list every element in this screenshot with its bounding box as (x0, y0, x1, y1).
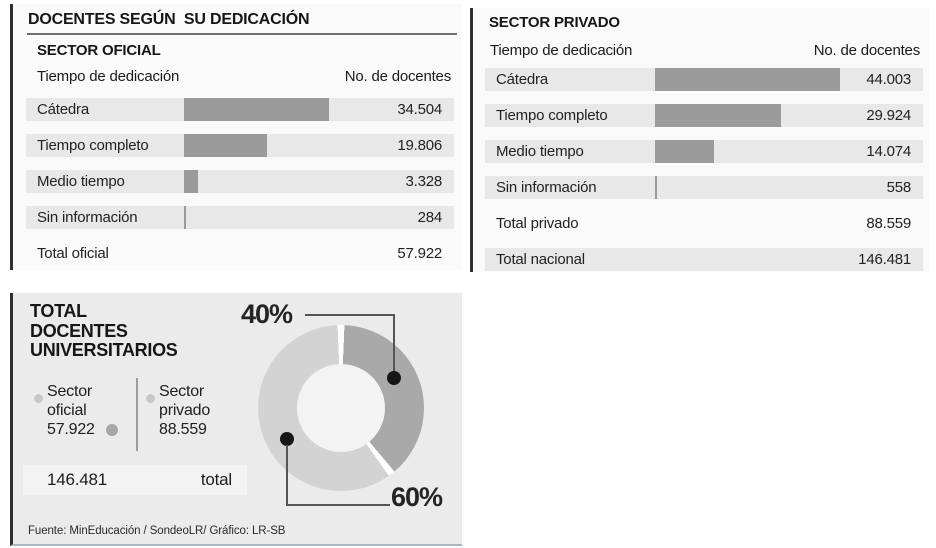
table-row: Sin información 558 (485, 176, 923, 199)
section-title-privado: SECTOR PRIVADO (489, 14, 620, 31)
bar-track (184, 134, 397, 157)
national-total-value: 146.481 (47, 470, 108, 489)
callout-line-60-vertical (286, 445, 288, 506)
columns-header: Tiempo de dedicación No. de docentes (37, 68, 451, 85)
bar (184, 170, 198, 193)
oficial-table: Cátedra 34.504 Tiempo completo 19.806 Medio … (26, 98, 454, 278)
bar-track (184, 98, 397, 121)
total-label: Total nacional (496, 251, 585, 268)
row-label: Cátedra (496, 71, 548, 88)
donut-hole (297, 364, 385, 452)
col-header-count: No. de docentes (813, 42, 920, 59)
legend-privado-line2: privado (159, 402, 211, 419)
table-row: Cátedra 34.504 (26, 98, 454, 121)
summary-title-line2: DOCENTES (30, 320, 128, 341)
table-row: Sin información 284 (26, 206, 454, 229)
summary-title-line3: UNIVERSITARIOS (30, 340, 178, 360)
row-value: 14.074 (866, 143, 911, 160)
bar-track (184, 170, 405, 193)
panel-total-docentes: TOTAL DOCENTES UNIVERSITARIOS Sector ofi… (10, 293, 462, 546)
callout-dot-40-icon (387, 371, 401, 385)
legend-oficial-line2: oficial (47, 402, 87, 419)
source-credit: Fuente: MinEducación / SondeoLR/ Gráfico… (28, 525, 286, 537)
privado-table: Cátedra 44.003 Tiempo completo 29.924 Medio … (485, 68, 923, 284)
total-row: Total privado 88.559 (485, 212, 923, 235)
columns-header: Tiempo de dedicación No. de docentes (490, 42, 920, 59)
callout-line-60-horizontal (286, 504, 390, 506)
total-value: 57.922 (397, 245, 442, 262)
table-row: Medio tiempo 14.074 (485, 140, 923, 163)
bar (655, 104, 781, 127)
panel-sector-oficial: DOCENTES SEGÚN SU DEDICACIÓN SECTOR OFIC… (10, 4, 462, 270)
row-label: Tiempo completo (37, 137, 149, 154)
row-label: Sin información (37, 209, 138, 226)
legend-item-oficial: Sector oficial 57.922 (47, 382, 95, 439)
total-label: Total oficial (37, 245, 109, 262)
bar (184, 206, 186, 229)
table-row: Tiempo completo 29.924 (485, 104, 923, 127)
bar-track (655, 176, 887, 199)
row-value: 3.328 (405, 173, 442, 190)
callout-line-40-horizontal (305, 314, 394, 316)
row-label: Sin información (496, 179, 597, 196)
total-value: 146.481 (858, 251, 911, 268)
table-row: Medio tiempo 3.328 (26, 170, 454, 193)
col-header-dedication: Tiempo de dedicación (490, 42, 633, 59)
legend-bullet-privado-icon (146, 394, 155, 403)
donut-label-60: 60% (391, 482, 443, 512)
col-header-dedication: Tiempo de dedicación (37, 68, 180, 85)
donut-chart (258, 325, 424, 491)
legend-divider (136, 378, 138, 451)
row-label: Medio tiempo (496, 143, 584, 160)
legend-item-privado: Sector privado 88.559 (159, 382, 210, 439)
title-rule (27, 33, 457, 35)
total-value: 88.559 (866, 215, 911, 232)
national-total-label: total (200, 470, 232, 489)
legend-privado-value: 88.559 (159, 421, 207, 438)
panel-sector-privado: SECTOR PRIVADO Tiempo de dedicación No. … (470, 8, 930, 272)
row-label: Tiempo completo (496, 107, 608, 124)
bar (184, 134, 267, 157)
row-value: 34.504 (397, 101, 442, 118)
table-row: Tiempo completo 19.806 (26, 134, 454, 157)
row-value: 44.003 (866, 71, 911, 88)
legend-oficial-line1: Sector (47, 383, 93, 400)
callout-line-40-vertical (393, 314, 395, 376)
bar (655, 176, 657, 199)
bar-track (184, 206, 418, 229)
page-title: DOCENTES SEGÚN SU DEDICACIÓN (28, 11, 310, 28)
table-row: Cátedra 44.003 (485, 68, 923, 91)
bar-track (655, 68, 866, 91)
row-value: 19.806 (397, 137, 442, 154)
row-label: Cátedra (37, 101, 89, 118)
bar (184, 98, 329, 121)
bar-track (655, 104, 866, 127)
callout-dot-60-icon (280, 432, 294, 446)
row-label: Medio tiempo (37, 173, 125, 190)
total-label: Total privado (496, 215, 579, 232)
summary-title-line1: TOTAL (30, 301, 87, 321)
legend-privado-line1: Sector (159, 383, 205, 400)
legend-dot-icon (106, 424, 118, 436)
bar (655, 140, 714, 163)
summary-title: TOTAL DOCENTES UNIVERSITARIOS (30, 301, 178, 361)
section-title-oficial: SECTOR OFICIAL (37, 42, 161, 59)
bar (655, 68, 840, 91)
row-value: 284 (417, 209, 443, 226)
total-row: Total oficial 57.922 (26, 242, 454, 265)
row-value: 558 (886, 179, 912, 196)
total-row: Total nacional 146.481 (485, 248, 923, 271)
bar-track (655, 140, 866, 163)
legend-bullet-oficial-icon (34, 394, 43, 403)
national-total-box: 146.481 total (23, 465, 247, 495)
col-header-count: No. de docentes (344, 68, 451, 85)
donut-label-40: 40% (241, 299, 293, 329)
row-value: 29.924 (866, 107, 911, 124)
legend-oficial-value: 57.922 (47, 421, 95, 438)
